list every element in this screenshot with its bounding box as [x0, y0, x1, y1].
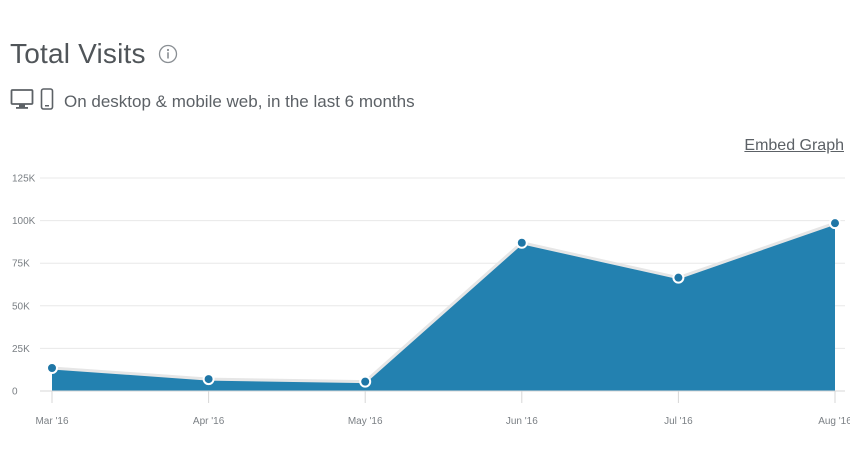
x-tick-label: Aug '16 [818, 416, 850, 427]
y-tick-label: 50K [12, 301, 30, 312]
y-tick-label: 100K [12, 216, 36, 227]
y-tick-label: 125K [12, 174, 36, 185]
y-tick-label: 25K [12, 344, 30, 355]
embed-graph-link[interactable]: Embed Graph [744, 137, 844, 154]
device-icons [10, 88, 54, 115]
y-tick-label: 0 [12, 387, 18, 398]
area-fill [52, 223, 835, 391]
subtitle-row: On desktop & mobile web, in the last 6 m… [10, 88, 415, 115]
data-point [672, 271, 685, 284]
data-point [829, 217, 841, 230]
data-point [359, 375, 372, 388]
x-tick-label: Mar '16 [35, 416, 68, 427]
info-icon[interactable] [158, 44, 178, 64]
data-point [46, 361, 58, 374]
series-line [51, 221, 836, 384]
y-tick-label: 75K [12, 259, 30, 270]
x-tick-label: Apr '16 [193, 416, 225, 427]
x-tick-label: Jun '16 [506, 416, 538, 427]
chart-title: Total Visits [10, 38, 146, 69]
x-tick-label: May '16 [348, 416, 383, 427]
data-point [515, 236, 528, 249]
title-row: Total Visits [10, 38, 178, 70]
chart-subtitle: On desktop & mobile web, in the last 6 m… [64, 91, 415, 111]
desktop-icon [10, 88, 34, 115]
x-tick-label: Jul '16 [664, 416, 693, 427]
data-point [202, 373, 215, 386]
mobile-icon [40, 88, 54, 115]
